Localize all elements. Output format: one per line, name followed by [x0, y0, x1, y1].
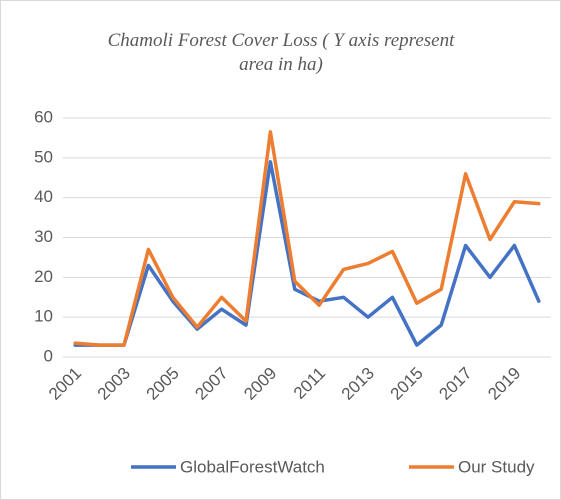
chart-title: Chamoli Forest Cover Loss ( Y axis repre… — [107, 30, 455, 75]
y-tick-label: 50 — [34, 147, 53, 166]
x-tick-label: 2019 — [484, 364, 524, 404]
x-tick-label: 2001 — [45, 364, 85, 404]
line-series — [73, 130, 541, 347]
x-tick-label: 2017 — [435, 364, 475, 404]
x-tick-label: 2007 — [191, 364, 231, 404]
legend-label: GlobalForestWatch — [180, 457, 325, 476]
x-tick-label: 2013 — [338, 364, 378, 404]
x-tick-label: 2003 — [94, 364, 134, 404]
y-tick-label: 0 — [44, 346, 53, 365]
y-tick-label: 10 — [34, 307, 53, 326]
y-tick-label: 40 — [34, 187, 53, 206]
y-tick-label: 30 — [34, 227, 53, 246]
x-tick-label: 2009 — [240, 364, 280, 404]
y-tick-label: 20 — [34, 267, 53, 286]
y-tick-label: 60 — [34, 107, 53, 126]
x-tick-label: 2011 — [290, 364, 329, 403]
x-tick-label: 2015 — [387, 364, 427, 404]
x-tick-label: 2005 — [143, 364, 183, 404]
legend-label: Our Study — [458, 457, 535, 476]
